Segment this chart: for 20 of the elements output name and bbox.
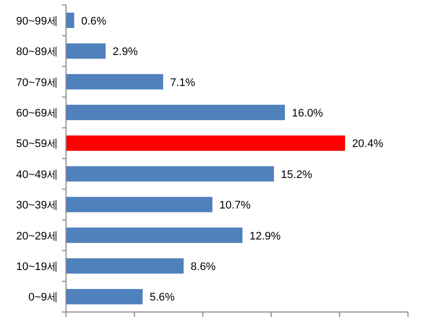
data-label: 10.7% bbox=[219, 200, 251, 212]
y-tick-label: 0~9세 bbox=[28, 292, 58, 304]
data-label: 2.9% bbox=[112, 46, 138, 58]
data-label: 12.9% bbox=[249, 230, 281, 242]
y-tick-label: 60~69세 bbox=[16, 107, 58, 120]
y-tick-label: 30~39세 bbox=[16, 200, 58, 212]
y-tick-label: 20~29세 bbox=[16, 230, 58, 242]
data-label: 20.4% bbox=[352, 138, 384, 150]
y-tick-label: 40~49세 bbox=[16, 168, 58, 181]
y-tick-label: 80~89세 bbox=[16, 46, 58, 58]
data-label: 15.2% bbox=[280, 168, 312, 181]
y-tick-label: 90~99세 bbox=[16, 15, 58, 28]
data-label: 8.6% bbox=[190, 260, 216, 273]
y-tick-label: 10~19세 bbox=[16, 260, 58, 273]
y-tick-label: 70~79세 bbox=[16, 76, 58, 89]
data-label: 0.6% bbox=[81, 15, 106, 28]
y-tick-label: 50~59세 bbox=[16, 138, 58, 150]
data-label: 5.6% bbox=[150, 292, 175, 304]
data-label: 16.0% bbox=[292, 107, 324, 120]
data-label: 7.1% bbox=[170, 76, 196, 89]
